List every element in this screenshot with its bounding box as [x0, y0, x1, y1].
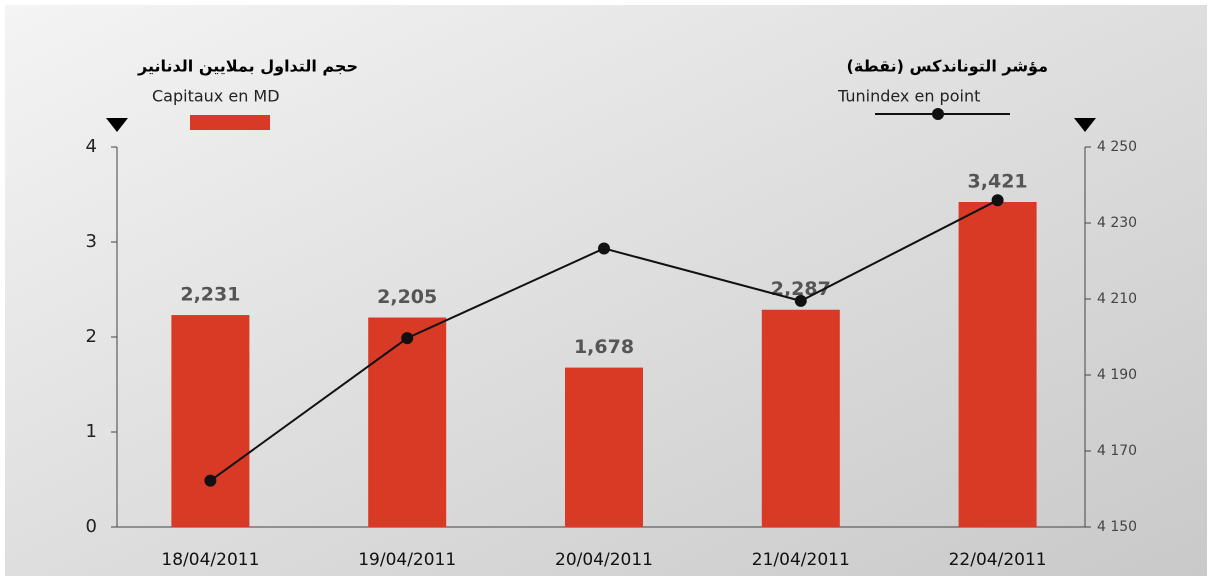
legend-bar-title: حجم التداول بملايين الدنانير — [137, 57, 358, 76]
line-point — [795, 295, 807, 307]
line-point — [992, 194, 1004, 206]
x-tick-label: 21/04/2011 — [752, 550, 850, 570]
line-point — [204, 475, 216, 487]
line-point — [598, 242, 610, 254]
line-point — [401, 332, 413, 344]
x-tick-label: 18/04/2011 — [161, 550, 259, 570]
x-tick-label: 22/04/2011 — [949, 550, 1047, 570]
y-tick-label: 4 — [86, 136, 97, 157]
y2-tick-label: 4 230 — [1097, 215, 1137, 231]
bar — [959, 202, 1037, 527]
bar-value-label: 3,421 — [968, 171, 1028, 193]
x-tick-label: 19/04/2011 — [358, 550, 456, 570]
y2-tick-label: 4 190 — [1097, 367, 1137, 383]
y-tick-label: 1 — [86, 421, 97, 442]
bar-value-label: 1,678 — [574, 336, 634, 358]
legend-line-title: مؤشر التوناندكس (نقطة) — [847, 57, 1048, 76]
legend-bar-swatch — [190, 115, 270, 130]
y-tick-label: 3 — [86, 231, 97, 252]
legend-line-marker — [932, 108, 944, 120]
y-tick-label: 0 — [86, 516, 97, 537]
legend-line-label: Tunindex en point — [837, 87, 980, 106]
bar — [565, 368, 643, 527]
legend-bar-label: Capitaux en MD — [152, 87, 280, 106]
y2-tick-label: 4 150 — [1097, 519, 1137, 535]
bar — [171, 315, 249, 527]
bar-value-label: 2,205 — [377, 286, 437, 308]
y2-tick-label: 4 210 — [1097, 291, 1137, 307]
bar-value-label: 2,231 — [180, 284, 240, 306]
chart: حجم التداول بملايين الدنانير Capitaux en… — [0, 0, 1212, 581]
bar — [762, 310, 840, 527]
y-tick-label: 2 — [86, 326, 97, 347]
y2-tick-label: 4 170 — [1097, 443, 1137, 459]
bar — [368, 318, 446, 527]
y2-tick-label: 4 250 — [1097, 139, 1137, 155]
x-tick-label: 20/04/2011 — [555, 550, 653, 570]
